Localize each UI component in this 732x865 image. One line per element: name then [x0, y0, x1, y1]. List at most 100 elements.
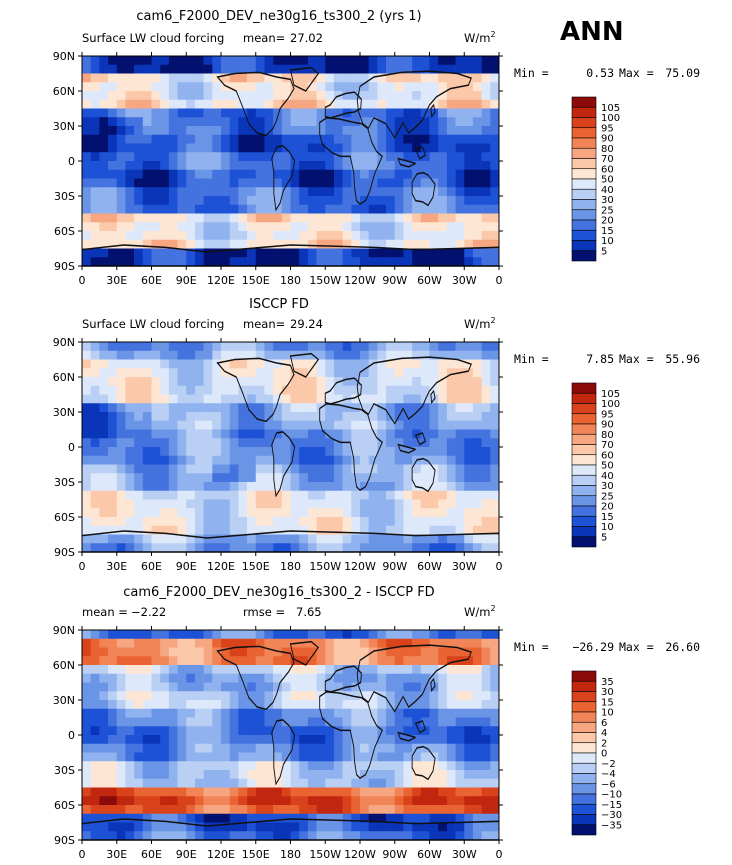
max-value: 55.96 [665, 352, 700, 366]
colorbar-label: 95 [601, 409, 614, 420]
colorbar-label: 10 [601, 708, 614, 719]
map-panel-3: cam6_F2000_DEV_ne30g16_ts300_2 - ISCCP F… [53, 585, 700, 861]
x-tick-label: 30W [452, 560, 477, 573]
colorbar-swatch [571, 701, 597, 713]
map-panel-1: cam6_F2000_DEV_ne30g16_ts300_2 (yrs 1) Su… [53, 9, 700, 287]
colorbar-label: 40 [601, 471, 614, 482]
x-tick-label: 60E [141, 848, 162, 861]
colorbar-label: 90 [601, 134, 614, 145]
mean-label: mean = [82, 605, 128, 619]
y-tick-label: 30S [54, 764, 75, 777]
y-tick-label: 60N [53, 659, 75, 672]
colorbar-swatch [571, 392, 597, 404]
rmse-label: rmse = [243, 605, 285, 619]
colorbar-swatch [571, 732, 597, 744]
colorbar-label: 20 [601, 502, 614, 513]
colorbar-swatch [571, 670, 597, 682]
y-tick-label: 90N [53, 624, 75, 637]
colorbar-label: 50 [601, 175, 614, 186]
x-tick-label: 180 [280, 848, 301, 861]
colorbar-label: 10 [601, 236, 614, 247]
colorbar-label: 60 [601, 164, 614, 175]
colorbar-swatch [571, 680, 597, 692]
x-tick-label: 120E [207, 274, 235, 287]
max-label: Max = [619, 66, 654, 80]
max-value: 26.60 [665, 640, 700, 654]
colorbar-swatch [571, 783, 597, 795]
colorbar-swatch [571, 814, 597, 826]
x-tick-label: 90E [176, 274, 197, 287]
colorbar-swatch [571, 199, 597, 211]
y-tick-label: 30N [53, 120, 75, 133]
x-tick-label: 150W [309, 274, 341, 287]
max-label: Max = [619, 640, 654, 654]
colorbar-swatch [571, 444, 597, 456]
colorbar-label: 15 [601, 697, 614, 708]
colorbar-label: 105 [601, 103, 620, 114]
y-tick-label: 0 [68, 729, 75, 742]
colorbar-swatch [571, 158, 597, 170]
x-tick-label: 60E [141, 560, 162, 573]
max-label: Max = [619, 352, 654, 366]
x-tick-label: 0 [79, 560, 86, 573]
colorbar-swatch [571, 773, 597, 785]
x-tick-label: 60W [417, 274, 442, 287]
colorbar-swatch [571, 762, 597, 774]
x-tick-label: 0 [79, 274, 86, 287]
x-tick-label: 150W [309, 560, 341, 573]
y-tick-label: 30N [53, 406, 75, 419]
map-field [82, 342, 500, 553]
colorbar-label: 30 [601, 481, 614, 492]
colorbar-swatch [571, 127, 597, 139]
y-tick-label: 90N [53, 336, 75, 349]
y-tick-label: 60N [53, 85, 75, 98]
colorbar-swatch [571, 721, 597, 733]
panel-title: cam6_F2000_DEV_ne30g16_ts300_2 (yrs 1) [136, 9, 421, 24]
y-tick-label: 60S [54, 511, 75, 524]
panel-title: ISCCP FD [249, 297, 309, 312]
colorbar-label: 60 [601, 450, 614, 461]
colorbar-label: 40 [601, 185, 614, 196]
x-tick-label: 30W [452, 848, 477, 861]
map-field [82, 56, 500, 267]
units-superscript: 2 [490, 316, 495, 325]
colorbar-label: 0 [601, 749, 607, 760]
units-superscript: 2 [490, 30, 495, 39]
colorbar-swatch [571, 178, 597, 190]
colorbar-label: 95 [601, 123, 614, 134]
y-tick-label: 60S [54, 799, 75, 812]
colorbar-swatch [571, 464, 597, 476]
mean-value: 27.02 [290, 31, 323, 45]
x-tick-label: 150W [309, 848, 341, 861]
colorbar-swatch [571, 413, 597, 425]
colorbar-swatch [571, 536, 597, 548]
colorbar-swatch [571, 137, 597, 149]
colorbar-swatch [571, 752, 597, 764]
colorbar-swatch [571, 209, 597, 221]
x-tick-label: 120E [207, 848, 235, 861]
x-tick-label: 0 [496, 274, 503, 287]
colorbar-label: 70 [601, 440, 614, 451]
colorbar-swatch [571, 168, 597, 180]
min-value: −26.29 [572, 640, 614, 654]
colorbar-label: 30 [601, 687, 614, 698]
map-field [82, 630, 500, 841]
x-tick-label: 30E [106, 848, 127, 861]
x-tick-label: 60W [417, 560, 442, 573]
x-tick-label: 120W [344, 848, 376, 861]
colorbar-label: 100 [601, 113, 620, 124]
y-tick-label: 0 [68, 441, 75, 454]
x-tick-label: 90E [176, 560, 197, 573]
colorbar-swatch [571, 147, 597, 159]
y-tick-label: 90S [54, 546, 75, 559]
y-tick-label: 90S [54, 260, 75, 273]
colorbar-swatch [571, 219, 597, 231]
season-label: ANN [560, 17, 624, 47]
colorbar-label: 35 [601, 677, 614, 688]
colorbar-label: −10 [601, 790, 622, 801]
colorbar-label: −35 [601, 820, 622, 831]
y-tick-label: 90N [53, 50, 75, 63]
